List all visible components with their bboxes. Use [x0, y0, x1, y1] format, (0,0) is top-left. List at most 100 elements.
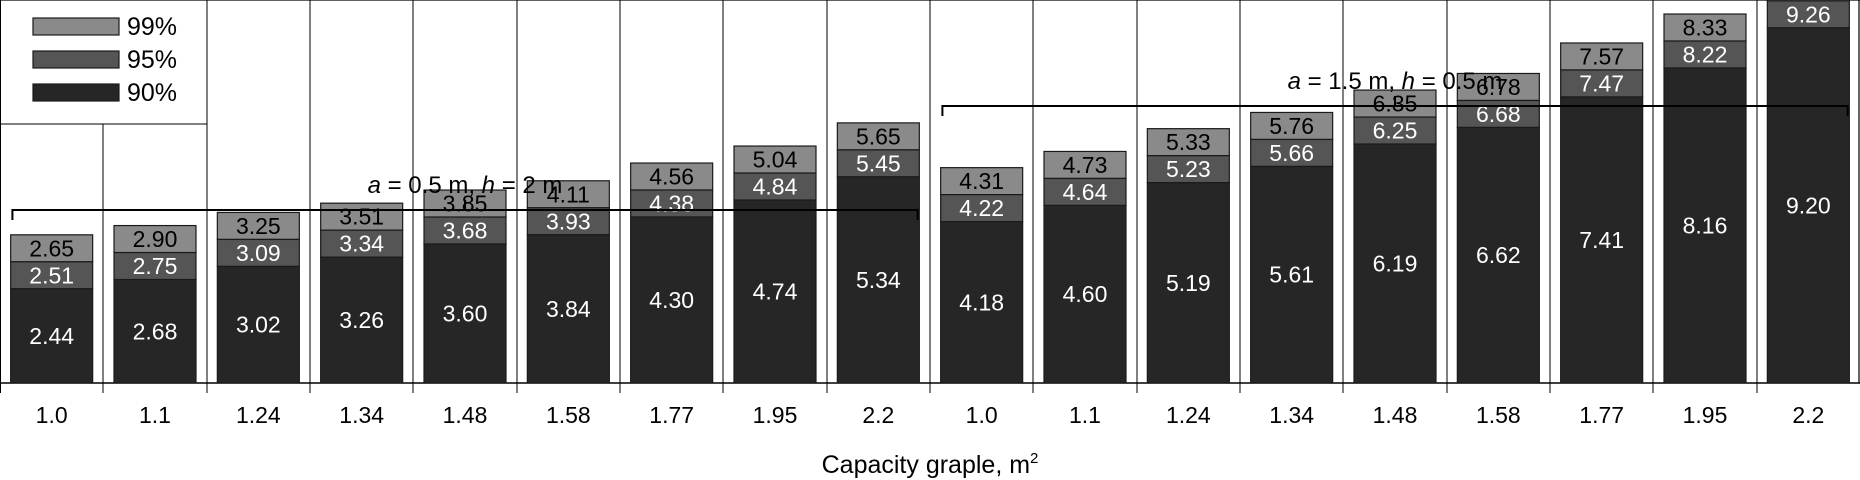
bar-segment-90-g1-1.77 — [630, 216, 714, 384]
group-bracket — [11, 200, 919, 220]
data-label: 8.22 — [1683, 42, 1728, 68]
data-label: 5.34 — [856, 267, 901, 293]
data-label: 4.73 — [1063, 152, 1108, 178]
bar-segment-90-g2-2.2 — [1766, 27, 1850, 384]
data-label: 9.26 — [1786, 1, 1831, 27]
bar-segment-95-g1-1.95 — [733, 172, 817, 201]
data-label: 7.41 — [1579, 227, 1624, 253]
x-tick-label: 1.95 — [1683, 402, 1728, 428]
data-label: 5.66 — [1269, 140, 1314, 166]
x-tick-label: 1.48 — [1373, 402, 1418, 428]
x-tick-label: 1.58 — [1476, 402, 1521, 428]
bar-segment-90-g1-1.0 — [10, 288, 94, 384]
x-tick-label: 1.58 — [546, 402, 591, 428]
data-label: 3.84 — [546, 296, 591, 322]
bar-segment-99-g1-1.0 — [10, 234, 94, 263]
x-axis-title-superscript: 2 — [1030, 450, 1038, 467]
data-label: 5.33 — [1166, 129, 1211, 155]
data-label: 4.18 — [959, 289, 1004, 315]
legend-label: 95% — [127, 46, 177, 74]
bar-segment-90-g2-1.34 — [1250, 165, 1334, 384]
bar-segment-99-g2-1.0 — [940, 167, 1024, 196]
x-tick-label: 2.2 — [1792, 402, 1824, 428]
bar-segment-90-g1-1.48 — [423, 243, 507, 384]
data-label: 8.33 — [1683, 15, 1728, 41]
data-label: 2.68 — [133, 318, 178, 344]
bar-segment-95-g2-1.24 — [1146, 155, 1230, 184]
data-label: 2.51 — [29, 262, 74, 288]
x-axis-title-text: Capacity graple, m — [822, 451, 1030, 479]
x-tick-label: 1.34 — [1269, 402, 1314, 428]
bar-segment-95-g1-1.34 — [320, 229, 404, 258]
bar-segment-90-g2-1.0 — [940, 221, 1024, 384]
bar-segment-95-g2-1.95 — [1663, 40, 1747, 69]
data-label: 5.23 — [1166, 156, 1211, 182]
bar-segment-95-g2-1.34 — [1250, 138, 1334, 168]
bar-segment-90-g1-2.2 — [836, 176, 920, 384]
bar-segment-99-g2-1.34 — [1250, 111, 1334, 141]
data-label: 5.65 — [856, 123, 901, 149]
bar-segment-99-g2-1.1 — [1043, 150, 1127, 180]
data-label: 4.60 — [1063, 281, 1108, 307]
data-label: 4.38 — [649, 191, 694, 217]
bar-segment-95-g2-1.58 — [1456, 99, 1540, 129]
bar-segment-95-g2-2.2 — [1766, 0, 1850, 29]
bar-segment-95-g1-1.0 — [10, 261, 94, 290]
group-bracket — [941, 96, 1849, 116]
bar-segment-90-g2-1.77 — [1560, 96, 1644, 384]
data-label: 6.62 — [1476, 242, 1521, 268]
bar-segment-90-g2-1.1 — [1043, 204, 1127, 384]
data-label: 6.68 — [1476, 101, 1521, 127]
bar-segment-99-g2-1.77 — [1560, 42, 1644, 71]
data-label: 4.11 — [547, 181, 590, 207]
bar-segment-99-g1-1.95 — [733, 145, 817, 174]
data-label: 4.31 — [959, 168, 1004, 194]
data-label: 4.30 — [649, 287, 694, 313]
data-label: 3.26 — [339, 307, 384, 333]
x-tick-labels: 1.0 1.1 1.24 1.34 1.48 1.58 1.77 1.95 2.2 1.0 1.1 1… — [36, 402, 1825, 428]
bar-segment-90-g1-1.58 — [526, 234, 610, 384]
data-label: 2.65 — [29, 235, 74, 261]
bar-segment-90-g2-1.48 — [1353, 143, 1437, 384]
bar-segment-90-g2-1.95 — [1663, 67, 1747, 384]
bar-segment-95-g1-1.58 — [526, 207, 610, 236]
bar-segment-99-g2-1.95 — [1663, 13, 1747, 42]
x-tick-label: 1.24 — [1166, 402, 1211, 428]
bar-segment-90-g1-1.34 — [320, 256, 404, 384]
bar-segment-99-g2-1.58 — [1456, 72, 1540, 102]
bar-segment-99-g1-1.24 — [216, 211, 300, 241]
data-label: 3.93 — [546, 208, 591, 234]
x-tick-label: 1.77 — [649, 402, 694, 428]
data-label: 5.61 — [1269, 262, 1314, 288]
data-label: 5.45 — [856, 150, 901, 176]
bar-segment-90-g2-1.24 — [1146, 182, 1230, 384]
data-label: 7.57 — [1579, 43, 1624, 69]
data-label: 3.51 — [339, 204, 384, 230]
data-label: 7.47 — [1579, 70, 1624, 96]
data-label: 3.60 — [443, 301, 488, 327]
x-tick-label: 1.48 — [443, 402, 488, 428]
x-tick-label: 1.24 — [236, 402, 281, 428]
data-label: 3.09 — [236, 240, 281, 266]
data-label: 6.19 — [1373, 251, 1418, 277]
data-label: 3.34 — [339, 231, 384, 257]
legend-swatch-90 — [32, 83, 120, 102]
bar-segment-90-g1-1.95 — [733, 199, 817, 384]
data-label: 4.56 — [649, 164, 694, 190]
bar-segment-95-g1-1.77 — [630, 189, 714, 218]
bars: 2.652.51 2.44 2.902.75 2.68 3.253.09 3.02 3.51… — [10, 0, 1850, 384]
data-label: 2.75 — [133, 253, 178, 279]
x-tick-label: 1.1 — [1069, 402, 1101, 428]
bar-segment-90-g1-1.1 — [113, 278, 197, 384]
data-label: 3.02 — [236, 312, 281, 338]
x-tick-label: 1.77 — [1579, 402, 1624, 428]
bar-segment-99-g1-2.2 — [836, 122, 920, 151]
grid — [0, 0, 1860, 393]
bar-segment-90-g1-1.24 — [216, 265, 300, 384]
data-label: 2.44 — [29, 323, 74, 349]
bar-segment-95-g1-2.2 — [836, 149, 920, 178]
x-tick-label: 1.34 — [339, 402, 384, 428]
data-label: 5.19 — [1166, 270, 1211, 296]
data-label: 5.04 — [753, 147, 798, 173]
